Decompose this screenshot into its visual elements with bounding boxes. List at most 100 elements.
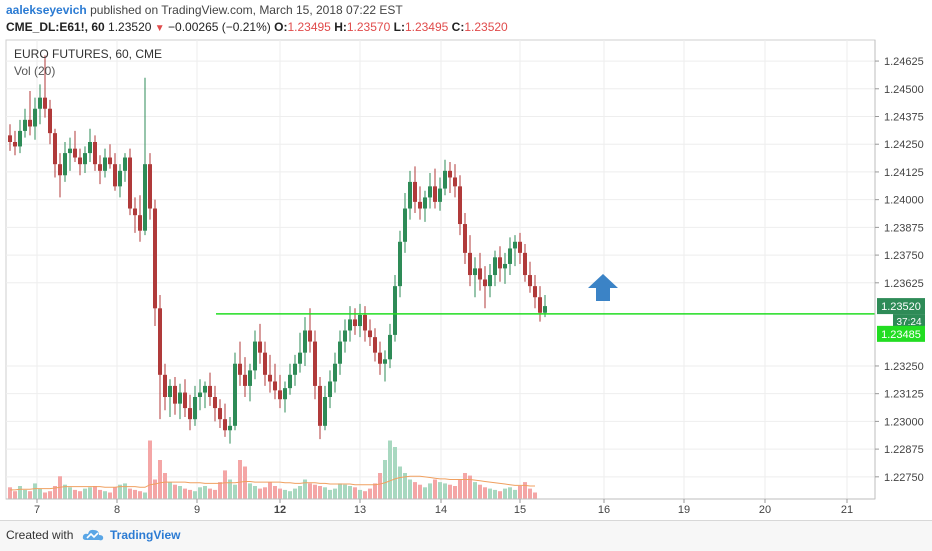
candle-body [373,337,377,353]
candle-body [528,275,532,287]
candle-body [513,241,517,249]
candle-body [33,108,37,127]
volume-bar [378,473,382,499]
publish-info: published on TradingView.com, March 15, … [90,3,403,17]
candle-body [413,181,417,202]
candle-body [478,268,482,280]
candle-body [128,157,132,209]
volume-bar [103,491,107,499]
candle-body [428,186,432,198]
volume-bar [518,486,522,499]
price-tags: 1.23520 37:241.23485 [877,298,925,342]
candle-body [163,374,167,397]
open-label: O: [274,20,288,34]
volume-bar [413,482,417,499]
y-tick-label: 1.24625 [884,56,924,68]
candle-body [223,419,227,431]
candle-body [323,397,327,426]
candle-body [358,314,362,327]
symbol-name: CME_DL:E61!, 60 [6,20,105,34]
volume-bar [303,479,307,499]
volume-bar [383,460,387,499]
volume-bar [393,447,397,499]
volume-bar [418,484,422,499]
candle-body [253,341,257,371]
volume-bar [243,466,247,499]
close-value: 1.23520 [464,20,508,34]
candle-body [183,392,187,409]
candle-body [198,392,202,397]
volume-bar [438,482,442,499]
volume-bar [363,491,367,499]
volume-bar [223,470,227,499]
candle-body [113,164,117,187]
candle-body [63,153,67,176]
volume-bar [193,491,197,499]
candle-body [463,224,467,253]
candle-body [158,308,162,375]
x-tick-label: 19 [678,504,690,516]
volume-bar [313,484,317,499]
low-label: L: [393,20,405,34]
down-triangle-icon: ▼ [154,23,165,34]
candle-body [348,319,352,331]
volume-bar [498,491,502,499]
y-tick-label: 1.24500 [884,84,924,96]
candle-body [138,215,142,231]
volume-bar [358,489,362,499]
volume-bar [93,486,97,499]
candle-body [508,248,512,264]
chart-title: EURO FUTURES, 60, CME [14,47,162,61]
volume-bar [203,486,207,499]
support-price-tag-text: 1.23485 [881,329,921,341]
candle-body [353,319,357,327]
volume-bar [43,492,47,499]
volume-bar [263,487,267,499]
volume-bar [168,482,172,499]
candle-body [213,397,217,409]
tradingview-brand[interactable]: TradingView [110,528,181,542]
volume-bar [113,487,117,499]
time-axis[interactable]: 7 8 9 12 13 14 15 16 19 20 21 [6,498,875,516]
x-tick-label: 15 [514,504,526,516]
author-link[interactable]: aalekseyevich [6,3,87,17]
candle-body [458,186,462,225]
volume-bar [8,487,12,499]
volume-bar [473,482,477,499]
up-arrow-icon [588,274,618,301]
tradingview-cloud-icon[interactable] [82,527,106,543]
volume-bar [163,473,167,499]
volume-bar [13,491,17,499]
candle-body [398,241,402,287]
candle-body [388,334,392,360]
volume-bar [373,483,377,499]
candle-body [8,135,12,142]
candle-body [53,133,57,165]
candle-body [318,385,322,426]
volume-bar [443,483,447,499]
volume-bar [273,486,277,499]
candle-body [473,268,477,276]
candle-body [188,408,192,420]
volume-bar [468,475,472,499]
candle-body [378,352,382,364]
candle-body [123,157,127,171]
price-axis[interactable]: 1.24625 1.24500 1.24375 1.24250 1.24125 1.240… [874,40,924,499]
volume-bar [318,486,322,499]
candle-body [308,330,312,342]
candle-body [118,170,122,187]
volume-bar [513,489,517,499]
candle-body [288,374,292,389]
candle-body [533,286,537,298]
candle-body [283,388,287,400]
high-value: 1.23570 [346,20,391,34]
price-chart[interactable]: EURO FUTURES, 60, CME Vol (20) 1.246251.… [0,0,932,520]
candle-body [258,341,262,353]
y-tick-label: 1.24250 [884,139,924,151]
close-label: C: [451,20,465,34]
candle-body [313,341,317,386]
volume-bars [8,440,537,499]
candle-body [18,130,22,147]
volume-bar [178,486,182,499]
candle-body [418,201,422,209]
